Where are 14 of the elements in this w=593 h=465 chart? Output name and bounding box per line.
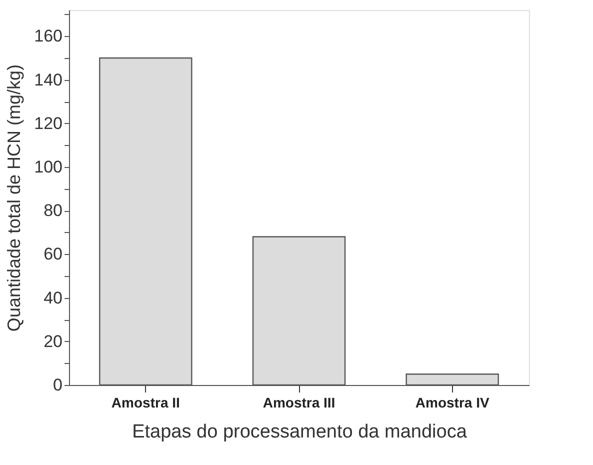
y-tick-label: 120 [34,114,62,133]
y-tick-label: 160 [34,26,62,46]
y-tick-label: 40 [44,288,62,308]
x-tick-label: Amostra IV [415,394,490,410]
x-tick-label: Amostra II [111,394,180,410]
x-tick-label: Amostra III [262,394,336,410]
y-tick-label: 140 [34,70,62,90]
x-axis-title: Etapas do processamento da mandioca [132,422,468,442]
y-tick-label: 80 [44,201,62,220]
y-tick-label: 0 [53,376,62,394]
y-axis-title: Quantidade total de HCN (mg/kg) [4,64,24,332]
y-tick-label: 20 [44,332,62,351]
y-tick-label: 60 [44,244,62,264]
y-tick-label: 100 [34,157,62,176]
